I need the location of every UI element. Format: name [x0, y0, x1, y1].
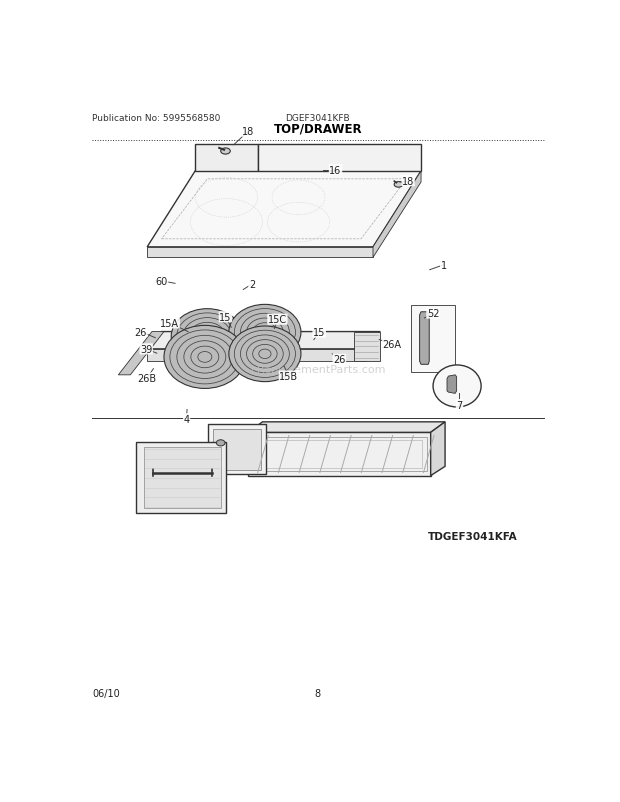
Text: eReplacementParts.com: eReplacementParts.com — [250, 365, 386, 375]
Text: 8: 8 — [315, 688, 321, 699]
Ellipse shape — [164, 326, 246, 389]
Polygon shape — [147, 172, 421, 248]
Text: 26A: 26A — [383, 339, 402, 350]
Text: 39: 39 — [140, 344, 153, 354]
Text: 4: 4 — [184, 414, 190, 424]
Text: 26B: 26B — [138, 374, 157, 383]
Text: 15B: 15B — [280, 371, 298, 382]
Text: 15: 15 — [219, 312, 232, 322]
Ellipse shape — [216, 440, 225, 447]
Polygon shape — [258, 144, 421, 172]
Polygon shape — [248, 433, 431, 476]
Polygon shape — [447, 375, 456, 394]
Text: 60: 60 — [156, 277, 168, 286]
Text: Publication No: 5995568580: Publication No: 5995568580 — [92, 114, 220, 123]
Text: TDGEF3041KFA: TDGEF3041KFA — [428, 532, 518, 541]
Polygon shape — [248, 423, 445, 433]
Polygon shape — [208, 425, 266, 475]
Polygon shape — [195, 144, 258, 172]
Text: 1: 1 — [441, 261, 446, 270]
Polygon shape — [144, 447, 221, 508]
Ellipse shape — [221, 148, 230, 155]
Polygon shape — [147, 248, 373, 258]
Text: 15A: 15A — [160, 318, 179, 329]
Ellipse shape — [433, 366, 481, 407]
Text: TOP/DRAWER: TOP/DRAWER — [273, 122, 362, 136]
Polygon shape — [118, 332, 164, 375]
Text: 7: 7 — [456, 400, 463, 410]
Ellipse shape — [394, 182, 403, 188]
Polygon shape — [431, 423, 445, 476]
Text: 18: 18 — [402, 176, 414, 186]
Polygon shape — [147, 332, 380, 350]
Text: 26: 26 — [135, 327, 147, 337]
Text: 16: 16 — [329, 165, 342, 176]
Text: 15C: 15C — [268, 315, 287, 325]
Text: 2: 2 — [249, 280, 255, 290]
Text: 06/10: 06/10 — [92, 688, 120, 699]
Text: DGEF3041KFB: DGEF3041KFB — [285, 114, 350, 123]
Text: 52: 52 — [427, 309, 440, 318]
Polygon shape — [420, 312, 429, 365]
Text: 15: 15 — [313, 328, 326, 338]
Bar — [412, 306, 454, 372]
Text: 18: 18 — [242, 127, 254, 137]
Ellipse shape — [229, 305, 301, 361]
Polygon shape — [213, 430, 261, 471]
Polygon shape — [147, 350, 366, 362]
Text: 26: 26 — [333, 355, 345, 365]
Ellipse shape — [229, 326, 301, 383]
Polygon shape — [354, 332, 380, 362]
Ellipse shape — [171, 310, 243, 365]
Polygon shape — [136, 442, 226, 514]
Polygon shape — [373, 172, 421, 258]
